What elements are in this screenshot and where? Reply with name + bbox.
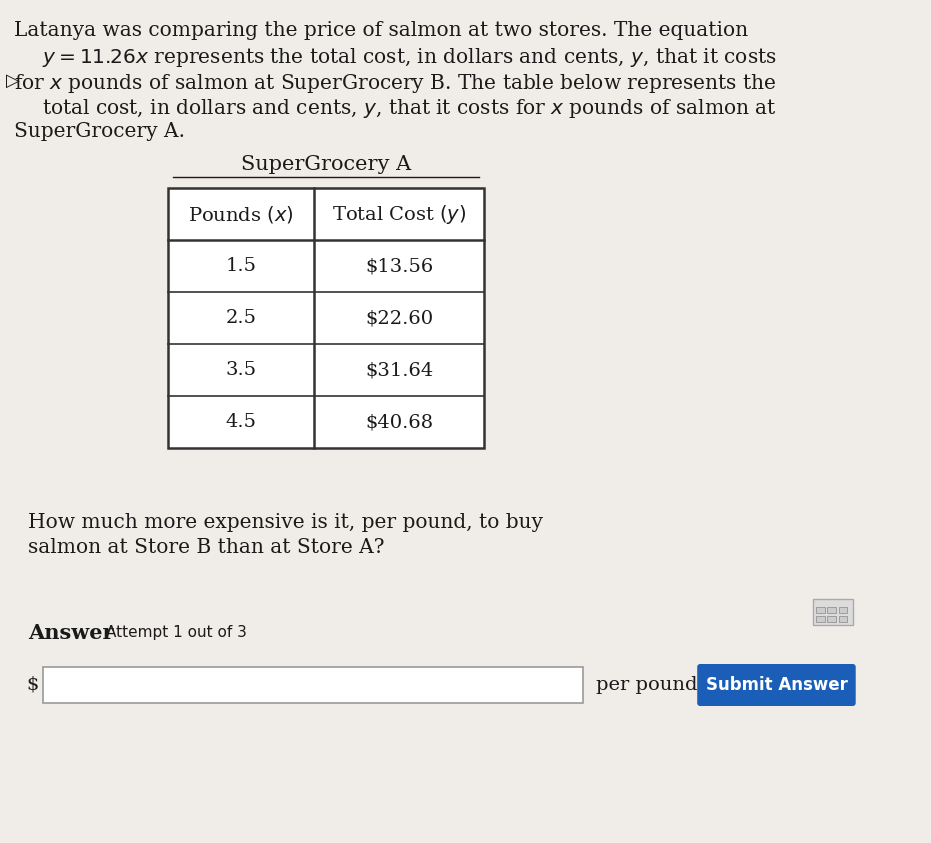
Text: $40.68: $40.68 (365, 413, 433, 431)
Text: 4.5: 4.5 (225, 413, 257, 431)
Bar (816, 616, 825, 622)
Text: for $x$ pounds of salmon at SuperGrocery B. The table below represents the: for $x$ pounds of salmon at SuperGrocery… (14, 72, 776, 95)
Bar (839, 607, 847, 613)
Text: $13.56: $13.56 (365, 257, 433, 275)
Bar (168, 188, 484, 448)
Bar (814, 599, 853, 625)
Bar (839, 616, 847, 622)
Text: 3.5: 3.5 (225, 361, 257, 379)
Text: 1.5: 1.5 (225, 257, 257, 275)
Text: Total Cost $(y)$: Total Cost $(y)$ (331, 202, 466, 225)
Text: SuperGrocery A: SuperGrocery A (241, 154, 412, 174)
Text: $22.60: $22.60 (365, 309, 433, 327)
Text: Submit Answer: Submit Answer (706, 676, 847, 694)
Text: $y = 11.26x$ represents the total cost, in dollars and cents, $y$, that it costs: $y = 11.26x$ represents the total cost, … (43, 46, 777, 69)
Text: Attempt 1 out of 3: Attempt 1 out of 3 (105, 626, 247, 641)
Text: SuperGrocery A.: SuperGrocery A. (14, 122, 185, 141)
Text: Pounds $(x)$: Pounds $(x)$ (188, 203, 294, 224)
Text: $31.64: $31.64 (365, 361, 433, 379)
Text: $\triangleright$: $\triangleright$ (5, 72, 20, 90)
Text: per pound: per pound (596, 676, 697, 694)
Bar (828, 616, 836, 622)
Text: How much more expensive is it, per pound, to buy: How much more expensive is it, per pound… (28, 513, 544, 532)
Bar (816, 607, 825, 613)
Text: 2.5: 2.5 (225, 309, 257, 327)
Text: salmon at Store B than at Store A?: salmon at Store B than at Store A? (28, 538, 385, 557)
Bar (44, 667, 583, 703)
Text: $: $ (26, 676, 39, 694)
Text: total cost, in dollars and cents, $y$, that it costs for $x$ pounds of salmon at: total cost, in dollars and cents, $y$, t… (43, 97, 777, 120)
FancyBboxPatch shape (697, 664, 856, 706)
Bar (828, 607, 836, 613)
Text: Latanya was comparing the price of salmon at two stores. The equation: Latanya was comparing the price of salmo… (14, 21, 749, 40)
Text: Answer: Answer (28, 623, 114, 643)
